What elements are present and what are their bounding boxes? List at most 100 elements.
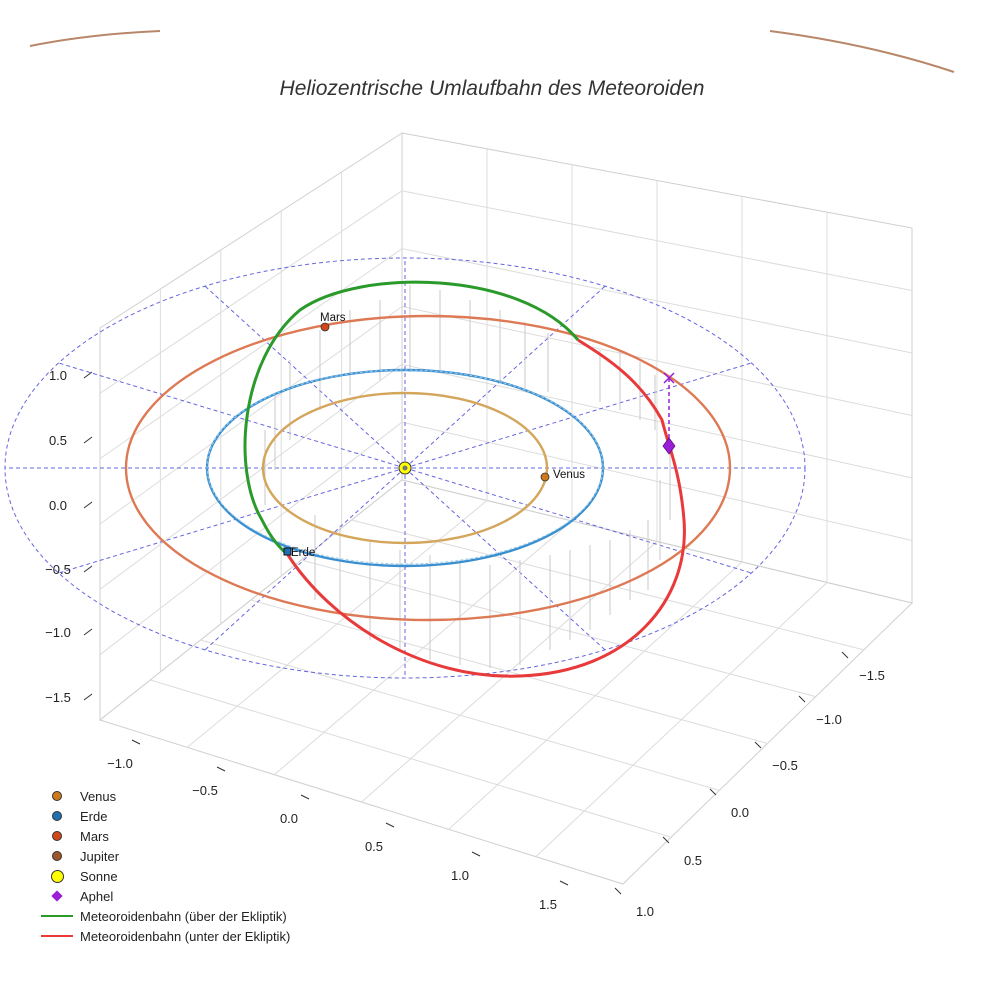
legend-label: Erde — [80, 808, 108, 824]
legend-symbol — [40, 831, 74, 841]
ecliptic-spoke — [58, 467, 406, 574]
y-tick-label: −1.0 — [816, 712, 842, 727]
legend-sun — [50, 869, 64, 883]
legend-label: Jupiter — [80, 848, 120, 864]
x-tick — [471, 851, 481, 857]
earth-orbit-dashed — [206, 369, 604, 565]
x-tick-label: 0.0 — [280, 811, 298, 826]
mars-marker — [320, 322, 330, 332]
jupiter-orbit-arc-left — [29, 30, 161, 47]
grid-line — [401, 248, 913, 354]
z-tick-label: 0.0 — [49, 498, 67, 513]
legend-dot — [52, 811, 62, 821]
x-tick-label: −1.0 — [107, 756, 133, 771]
legend-item: Jupiter — [40, 846, 290, 866]
legend: Venus Erde Mars Jupiter Sonne Aphel Meteoroide… — [40, 786, 290, 946]
legend-item: Sonne — [40, 866, 290, 886]
legend-label: Mars — [80, 828, 109, 844]
grid-line — [99, 421, 403, 656]
legend-symbol — [40, 791, 74, 801]
legend-label: Meteoroidenbahn (über der Ekliptik) — [80, 908, 287, 924]
legend-item: Erde — [40, 806, 290, 826]
legend-symbol — [40, 811, 74, 821]
y-tick — [754, 741, 762, 749]
z-tick-label: −1.0 — [45, 625, 71, 640]
x-tick-label: 1.0 — [451, 868, 469, 883]
y-tick — [841, 651, 849, 659]
mars-orbit — [124, 314, 732, 622]
chart-title: Heliozentrische Umlaufbahn des Meteoroid… — [280, 77, 705, 100]
x-tick-label: 0.5 — [365, 839, 383, 854]
y-tick-label: 0.0 — [731, 805, 749, 820]
grid-line — [401, 306, 913, 416]
z-tick-label: 1.0 — [49, 368, 67, 383]
meteoroid-orbit-below — [286, 338, 686, 678]
legend-label: Venus — [80, 788, 117, 804]
legend-dot — [52, 851, 62, 861]
planet-orbits — [124, 314, 732, 622]
x-tick — [131, 739, 141, 745]
sun-core — [402, 465, 408, 471]
grid-line — [401, 363, 913, 479]
grid-line — [401, 421, 913, 541]
x-tick — [216, 766, 226, 772]
y-tick — [709, 788, 717, 796]
legend-diamond — [51, 890, 63, 902]
y-tick-label: −1.5 — [859, 668, 885, 683]
grid-line — [99, 363, 403, 590]
gridlines — [99, 148, 913, 858]
grid-line — [99, 306, 403, 525]
z-tick — [83, 628, 93, 636]
legend-dot — [52, 791, 62, 801]
z-tick — [83, 501, 93, 509]
earth-label: Erde — [291, 547, 315, 559]
legend-item: Venus — [40, 786, 290, 806]
aphel-top-marker — [663, 372, 675, 384]
y-tick-label: −0.5 — [772, 758, 798, 773]
x-tick — [559, 880, 569, 886]
venus-orbit — [261, 391, 549, 545]
mars-label: Mars — [320, 312, 346, 324]
aphel-marker — [662, 437, 676, 455]
jupiter-orbit-arc-right — [769, 30, 955, 73]
ecliptic-spoke — [404, 467, 752, 574]
legend-symbol — [40, 935, 74, 937]
venus-marker — [540, 472, 550, 482]
ecliptic-spoke — [204, 467, 406, 651]
ecliptic-spoke — [404, 362, 752, 469]
legend-dot — [52, 831, 62, 841]
x-tick — [385, 822, 395, 828]
z-tick — [83, 371, 93, 379]
z-tick-label: −1.5 — [45, 690, 71, 705]
meteoroid-orbit — [243, 280, 686, 678]
legend-label: Sonne — [80, 868, 118, 884]
x-tick — [300, 794, 310, 800]
ecliptic-spoke — [404, 467, 606, 651]
y-tick — [662, 836, 670, 844]
markers: Venus Mars Erde — [283, 312, 676, 559]
legend-item: Meteoroidenbahn (über der Ekliptik) — [40, 906, 290, 926]
y-tick — [798, 695, 806, 703]
legend-symbol — [40, 869, 74, 883]
z-tick — [83, 693, 93, 701]
grid-line — [99, 190, 403, 394]
legend-symbol — [40, 915, 74, 917]
legend-label: Aphel — [80, 888, 114, 904]
earth-marker — [283, 547, 292, 556]
x-tick-label: −0.5 — [192, 783, 218, 798]
tick-labels: −1.5 −1.0 −0.5 0.0 0.5 1.0 −1.0 −0.5 0.0 0.5 1.0 1.… — [45, 368, 885, 919]
meteoroid-orbit-above — [243, 280, 580, 557]
venus-label: Venus — [553, 469, 585, 481]
legend-line — [41, 935, 73, 937]
x-tick-label: 1.5 — [539, 897, 557, 912]
ecliptic-reference — [4, 257, 806, 679]
legend-symbol — [40, 890, 74, 902]
ecliptic-spoke — [404, 285, 606, 469]
z-tick — [83, 436, 93, 444]
grid-line — [401, 190, 913, 291]
legend-item: Mars — [40, 826, 290, 846]
y-tick-label: 0.5 — [684, 853, 702, 868]
z-tick — [83, 565, 93, 573]
grid-line — [535, 582, 828, 858]
